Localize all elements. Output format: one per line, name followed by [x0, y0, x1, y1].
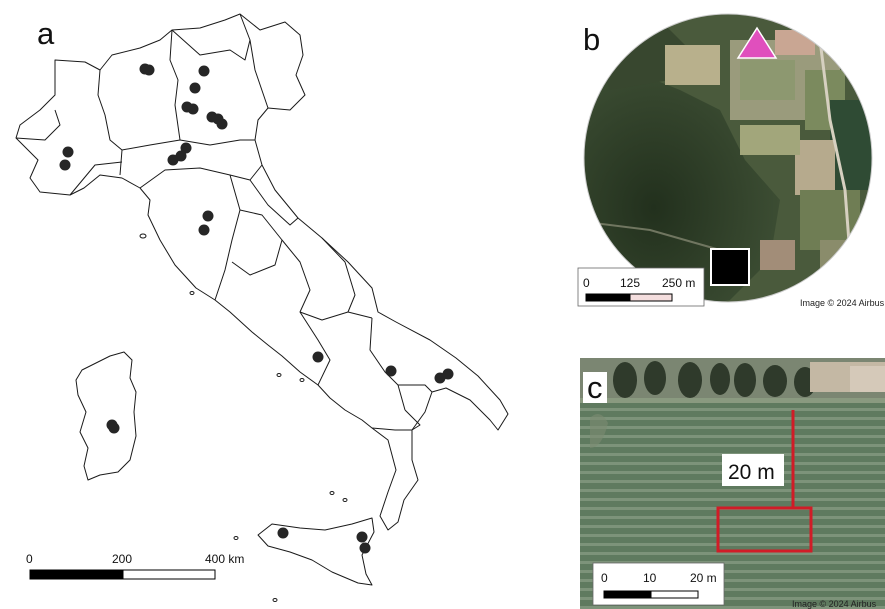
island-stromboli	[329, 491, 335, 495]
scalebar-a-label-0: 0	[26, 552, 33, 566]
site-marker	[442, 368, 454, 380]
boundary-lazio-abruzzo	[281, 239, 349, 321]
region-boundaries	[15, 13, 509, 602]
scalebar-a-label-200: 200	[112, 552, 132, 566]
site-marker	[180, 142, 192, 154]
site-marker	[385, 365, 397, 377]
boundary-aosta	[15, 109, 61, 141]
boundary-basilicata	[398, 384, 433, 431]
site-marker	[62, 146, 74, 158]
scalebar-c: 0 10 20 m	[592, 562, 725, 606]
site-marker	[216, 118, 228, 130]
scalebar-c-label-20: 20 m	[690, 571, 717, 585]
scalebar-white-segment	[122, 569, 216, 580]
site-marker	[277, 527, 289, 539]
panel-b-label: b	[583, 22, 601, 57]
boundary-emilia-tuscany	[139, 164, 263, 189]
scalebar-black-segment	[29, 569, 124, 580]
island-pantelleria	[272, 598, 278, 602]
island-elba	[139, 233, 147, 239]
panel-a-label: a	[37, 16, 55, 51]
site-marker	[312, 351, 324, 363]
site-markers	[59, 63, 454, 554]
island-ponza	[276, 373, 282, 377]
site-marker	[187, 103, 199, 115]
sardinia-outline	[75, 351, 137, 481]
panel-b-credit: Image © 2024 Airbus	[800, 298, 885, 308]
island-egadi	[233, 536, 239, 540]
tree-line	[613, 361, 816, 398]
site-marker	[202, 210, 214, 222]
panel-c-credit: Image © 2024 Airbus	[792, 599, 877, 609]
boundary-campania-puglia	[369, 317, 406, 411]
site-marker	[143, 64, 155, 76]
island-ischia	[299, 378, 305, 382]
mainland-outline	[15, 13, 509, 531]
boundary-calabria	[371, 427, 412, 431]
scalebar-c-label-10: 10	[643, 571, 657, 585]
site-marker	[167, 154, 179, 166]
scalebar-a-label-400: 400 km	[205, 552, 244, 566]
scalebar-b: 0 125 250 m	[577, 267, 705, 307]
scalebar-b-label-0: 0	[583, 276, 590, 290]
scalebar-c-label-0: 0	[601, 571, 608, 585]
boundary-marche	[249, 179, 299, 226]
panel-b-satellite: 0 125 250 m Image © 2024 Airbus	[577, 13, 885, 308]
island-lipari	[342, 498, 348, 502]
site-marker	[356, 531, 368, 543]
island-giglio	[189, 291, 195, 295]
boundary-lombardy-veneto	[169, 29, 181, 141]
italy-map: 0 200 400 km	[15, 13, 509, 602]
site-marker	[198, 65, 210, 77]
boundary-piedmont-lombardy	[97, 69, 123, 176]
site-marker	[108, 422, 120, 434]
boundary-abruzzo-molise	[321, 237, 373, 319]
sicily-outline	[257, 517, 375, 586]
boundary-veneto-friuli	[249, 39, 269, 109]
scalebar-b-label-250: 250 m	[662, 276, 695, 290]
distance-label: 20 m	[728, 461, 775, 484]
scalebar-b-label-125: 125	[620, 276, 640, 290]
site-marker	[359, 542, 371, 554]
site-marker	[198, 224, 210, 236]
pink-triangle-icon	[736, 26, 778, 59]
site-marker	[189, 82, 201, 94]
site-marker	[59, 159, 71, 171]
boundary-umbria	[231, 209, 283, 276]
boundary-trentino	[171, 13, 251, 61]
boundary-tuscany-umbria	[214, 174, 241, 301]
panel-c-satellite: 20 m 0 10 20 m Image © 2024 Airbus	[580, 358, 885, 609]
panel-c-label: c	[583, 372, 607, 403]
boundary-emilia	[121, 139, 255, 151]
distance-label-bg	[722, 454, 784, 486]
scalebar-a: 0 200 400 km	[26, 552, 244, 580]
boundary-lazio-campania	[299, 311, 331, 386]
boundary-liguria	[69, 161, 123, 196]
sample-plot-rectangle	[716, 506, 813, 553]
black-square-icon	[710, 248, 750, 286]
